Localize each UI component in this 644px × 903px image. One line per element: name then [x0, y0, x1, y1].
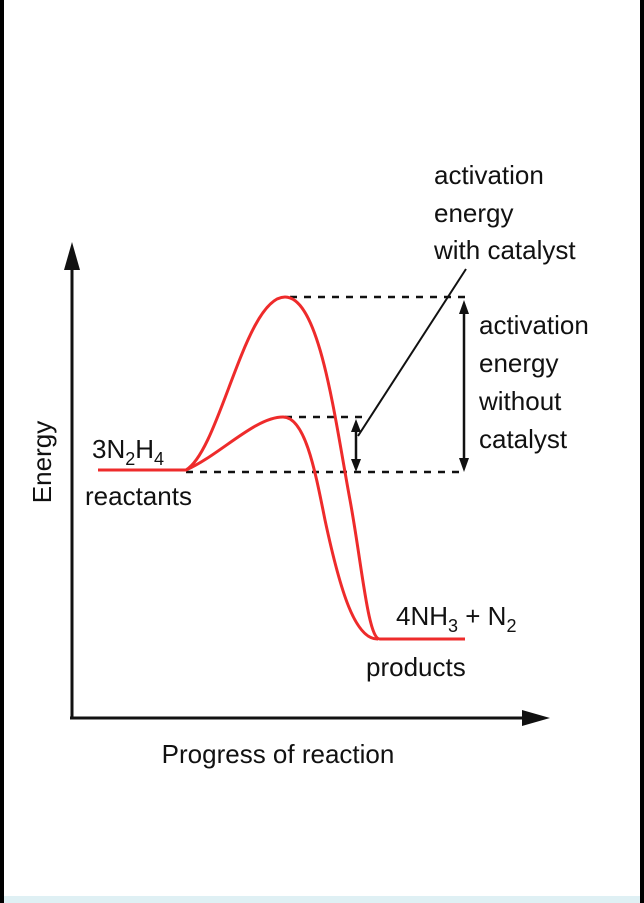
diagram-page — [4, 0, 640, 903]
arrowhead-with-catalyst-bottom — [351, 459, 361, 472]
y-axis-arrowhead — [64, 242, 80, 270]
annotation-without-catalyst: activation energy without catalyst — [478, 310, 596, 454]
products-label: products — [366, 652, 466, 682]
arrowhead-with-catalyst-top — [351, 419, 361, 432]
y-axis-label: Energy — [27, 421, 57, 503]
arrowhead-without-catalyst-bottom — [459, 458, 469, 472]
curve-with-catalyst — [185, 415, 379, 641]
x-axis-arrowhead — [522, 710, 550, 726]
pointer-line-with-catalyst — [357, 268, 467, 437]
x-axis-label: Progress of reaction — [162, 739, 395, 769]
arrowhead-without-catalyst-top — [459, 300, 469, 314]
reactants-formula: 3N2H4 — [92, 434, 164, 469]
annotation-with-catalyst: activation energy with catalyst — [433, 160, 576, 265]
bottom-strip — [4, 896, 640, 903]
reactants-label: reactants — [85, 481, 192, 511]
products-formula: 4NH3 + N2 — [396, 601, 516, 636]
curve-without-catalyst — [98, 295, 465, 641]
